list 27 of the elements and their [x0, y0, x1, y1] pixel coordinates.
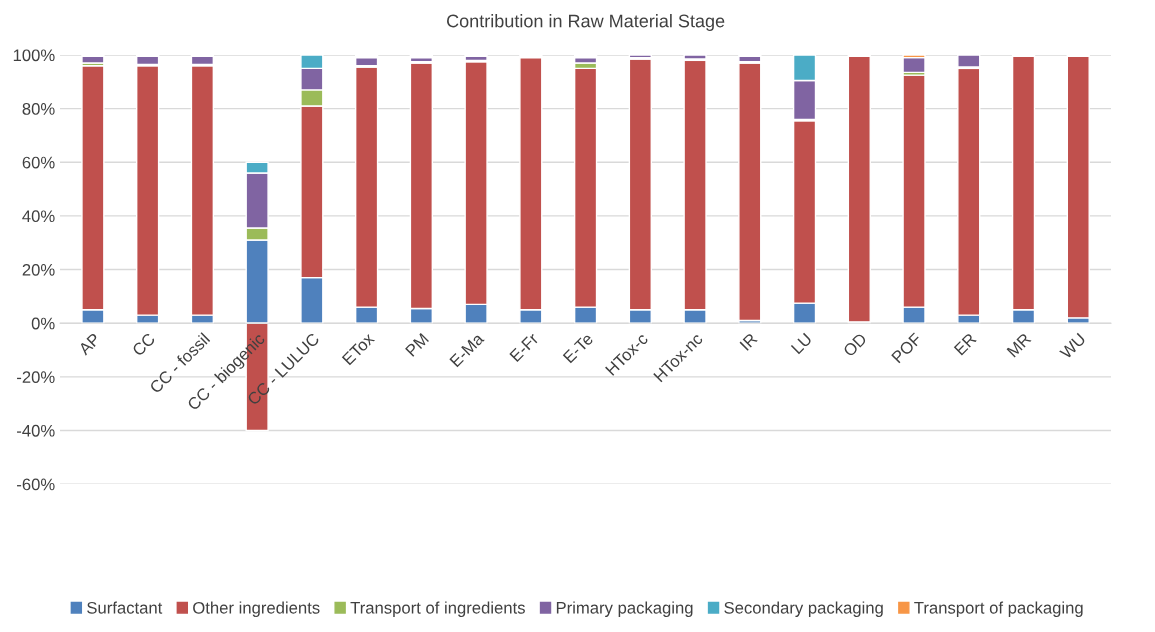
y-tick-label: -60%: [17, 478, 55, 491]
chart-title: Contribution in Raw Material Stage: [447, 14, 725, 31]
x-tick-label: E-Te: [562, 332, 594, 364]
legend-label: Transport of packaging: [914, 601, 1083, 617]
legend-label: Surfactant: [87, 601, 163, 614]
y-tick-label: 20%: [22, 263, 55, 276]
legend-label: Primary packaging: [556, 601, 693, 617]
y-tick-label: 100%: [13, 49, 55, 62]
y-tick-label: 80%: [22, 103, 55, 115]
y-tick-label: 60%: [22, 156, 55, 169]
legend-label: Other ingredients: [193, 601, 320, 617]
legend-label: Secondary packaging: [724, 601, 883, 617]
x-tick-label: AP: [77, 332, 101, 356]
x-tick-label: E-Fr: [509, 332, 540, 362]
x-tick-label: PM: [405, 332, 429, 357]
y-tick-label: 40%: [22, 210, 55, 223]
x-tick-label: CC: [131, 332, 156, 357]
y-tick-label: -20%: [17, 371, 55, 384]
x-tick-label: MR: [1006, 332, 1032, 358]
x-tick-label: IR: [739, 332, 758, 351]
x-tick-label: LU: [790, 332, 813, 355]
x-tick-label: WU: [1059, 332, 1087, 360]
y-tick-label: 0%: [31, 317, 55, 330]
y-tick-label: -40%: [17, 424, 55, 437]
x-tick-label: OD: [842, 332, 868, 358]
x-tick-label: ER: [953, 332, 977, 356]
legend-label: Transport of ingredients: [350, 601, 525, 617]
